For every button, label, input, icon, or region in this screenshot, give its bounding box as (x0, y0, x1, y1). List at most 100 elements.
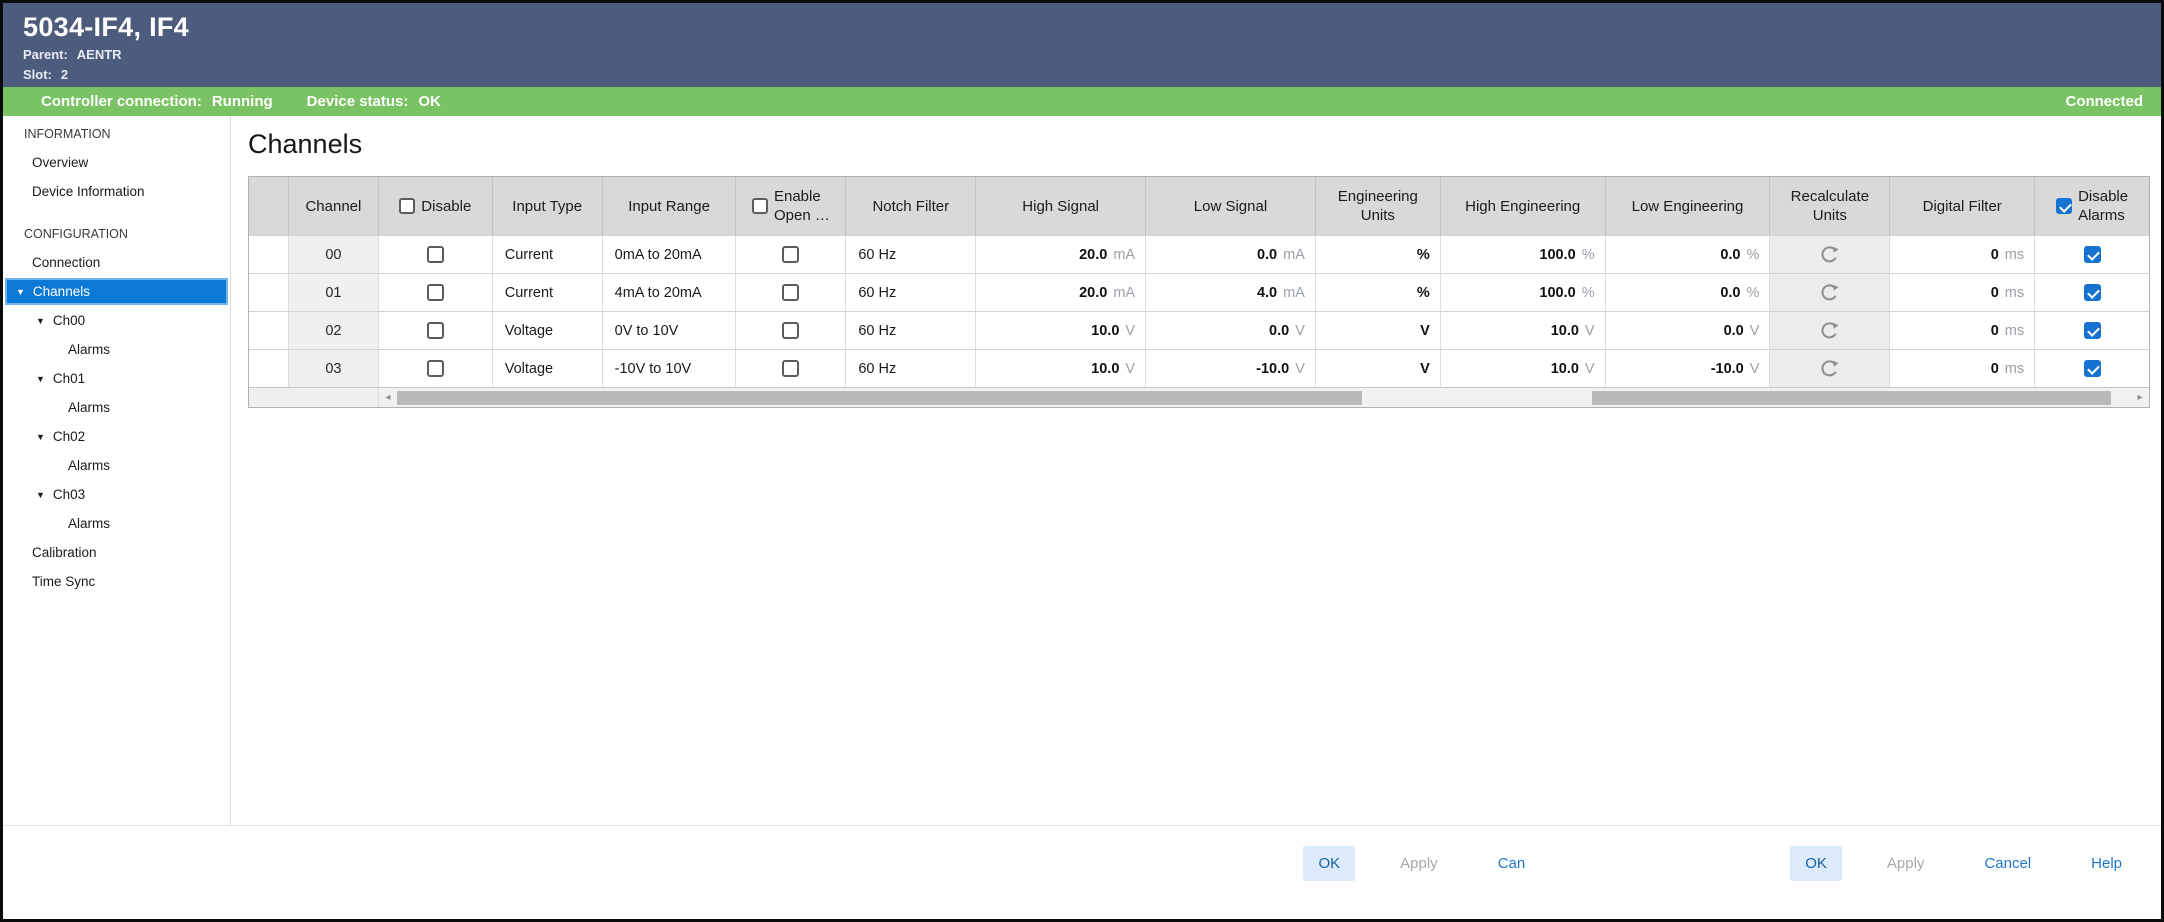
high-engineering-cell[interactable]: 100.0% (1441, 274, 1606, 311)
help-button[interactable]: Help (2076, 846, 2137, 881)
high-signal-cell[interactable]: 10.0 V (976, 350, 1147, 387)
enable-open-checkbox[interactable] (782, 246, 800, 263)
high-engineering-cell[interactable]: 10.0 V (1441, 350, 1606, 387)
sidebar-item-channels[interactable]: ▼ Channels (5, 278, 228, 305)
sidebar-item-ch00[interactable]: ▼ Ch00 (36, 313, 86, 328)
sidebar-item-calibration[interactable]: Calibration (32, 545, 97, 560)
low-signal-cell[interactable]: 0.0 V (1146, 312, 1316, 349)
enable-open-all-checkbox[interactable] (751, 198, 768, 214)
chevron-down-icon[interactable]: ▼ (16, 286, 25, 297)
disable-checkbox[interactable] (426, 246, 444, 263)
sidebar-item-ch01[interactable]: ▼ Ch01 (36, 371, 86, 386)
recalculate-units-button[interactable] (1770, 350, 1891, 387)
high-signal-cell[interactable]: 20.0 mA (976, 236, 1147, 273)
low-engineering-cell[interactable]: 0.0 V (1606, 312, 1771, 349)
enable-open-checkbox[interactable] (782, 322, 800, 339)
sidebar-item-ch00-alarms[interactable]: Alarms (68, 342, 111, 357)
parent-label: Parent: (23, 47, 68, 62)
row-selector[interactable] (249, 350, 289, 387)
high-engineering-cell[interactable]: 100.0% (1441, 236, 1606, 273)
disable-checkbox[interactable] (426, 322, 444, 339)
sidebar-item-ch02[interactable]: ▼ Ch02 (36, 429, 86, 444)
digital-filter-cell[interactable]: 0 ms (1890, 274, 2036, 311)
engineering-units-cell[interactable]: V (1316, 312, 1441, 349)
disable-checkbox[interactable] (426, 360, 444, 377)
disable-alarms-checkbox[interactable] (2083, 360, 2101, 377)
row-selector[interactable] (249, 236, 289, 273)
low-engineering-cell[interactable]: 0.0% (1606, 274, 1771, 311)
input-range-cell[interactable]: -10V to 10V (603, 350, 737, 387)
sidebar-item-ch03-alarms[interactable]: Alarms (68, 516, 111, 531)
disable-checkbox-cell (379, 312, 493, 349)
high-engineering-cell[interactable]: 10.0 V (1441, 312, 1606, 349)
row-selector[interactable] (249, 312, 289, 349)
device-status-label: Device status: (306, 93, 409, 110)
disable-all-checkbox[interactable] (399, 198, 416, 214)
scrollbar-thumb[interactable] (1591, 390, 2112, 405)
high-signal-cell[interactable]: 20.0 mA (976, 274, 1147, 311)
sidebar-item-ch03[interactable]: ▼ Ch03 (36, 487, 86, 502)
recalculate-units-button[interactable] (1770, 312, 1891, 349)
sidebar-item-connection[interactable]: Connection (32, 255, 101, 270)
chevron-down-icon[interactable]: ▼ (36, 373, 45, 384)
sidebar-item-overview[interactable]: Overview (32, 155, 89, 170)
parent-row: Parent: AENTR (23, 47, 2141, 62)
enable-open-checkbox[interactable] (782, 360, 800, 377)
scroll-right-icon[interactable]: ▸ (2137, 392, 2143, 403)
input-range-cell[interactable]: 0mA to 20mA (603, 236, 737, 273)
engineering-units-cell[interactable]: V (1316, 350, 1441, 387)
low-signal-cell[interactable]: -10.0 V (1146, 350, 1316, 387)
input-type-cell[interactable]: Voltage (493, 312, 603, 349)
disable-alarms-checkbox[interactable] (2083, 322, 2101, 339)
channel-cell: 02 (288, 312, 379, 349)
disable-alarms-checkbox[interactable] (2083, 246, 2101, 263)
low-engineering-cell[interactable]: -10.0 V (1606, 350, 1771, 387)
engineering-units-cell[interactable]: % (1316, 274, 1441, 311)
input-range-cell[interactable]: 0V to 10V (603, 312, 737, 349)
engineering-units-cell[interactable]: % (1316, 236, 1441, 273)
disable-alarms-all-checkbox[interactable] (2056, 198, 2073, 214)
low-signal-cell[interactable]: 4.0 mA (1146, 274, 1316, 311)
high-signal-cell[interactable]: 10.0 V (976, 312, 1147, 349)
apply-button[interactable]: Apply (1872, 846, 1940, 881)
enable-open-checkbox[interactable] (782, 284, 800, 301)
ok-button[interactable]: OK (1303, 846, 1356, 881)
row-selector[interactable] (249, 274, 289, 311)
digital-filter-cell[interactable]: 0 ms (1890, 236, 2036, 273)
low-signal-cell[interactable]: 0.0 mA (1146, 236, 1316, 273)
notch-filter-cell[interactable]: 60 Hz (846, 236, 977, 273)
ok-button[interactable]: OK (1790, 846, 1842, 881)
recalculate-units-column-header: Recalculate Units (1770, 177, 1891, 235)
sidebar-item-device-information[interactable]: Device Information (32, 184, 145, 199)
scrollbar-thumb[interactable] (396, 390, 1362, 405)
enable-open-checkbox-cell (736, 350, 847, 387)
input-type-cell[interactable]: Current (493, 236, 603, 273)
recalculate-units-button[interactable] (1770, 236, 1891, 273)
chevron-down-icon[interactable]: ▼ (36, 315, 45, 326)
digital-filter-cell[interactable]: 0 ms (1890, 350, 2036, 387)
apply-button[interactable]: Apply (1385, 846, 1453, 881)
sidebar-item-ch01-alarms[interactable]: Alarms (68, 400, 111, 415)
input-type-cell[interactable]: Current (493, 274, 603, 311)
status-left: Controller connection: Running Device stat… (41, 93, 451, 110)
cancel-button[interactable]: Can (1483, 846, 1541, 881)
low-engineering-cell[interactable]: 0.0% (1606, 236, 1771, 273)
scroll-left-icon[interactable]: ◂ (385, 392, 391, 403)
notch-filter-cell[interactable]: 60 Hz (846, 350, 977, 387)
sidebar-item-time-sync[interactable]: Time Sync (32, 574, 96, 589)
slot-value: 2 (60, 67, 69, 82)
input-type-cell[interactable]: Voltage (493, 350, 603, 387)
notch-filter-cell[interactable]: 60 Hz (846, 312, 977, 349)
disable-checkbox[interactable] (426, 284, 444, 301)
sidebar-item-ch02-alarms[interactable]: Alarms (68, 458, 111, 473)
chevron-down-icon[interactable]: ▼ (36, 489, 45, 500)
horizontal-scrollbar[interactable]: ◂ ▸ (249, 387, 2149, 407)
disable-alarms-checkbox[interactable] (2083, 284, 2101, 301)
digital-filter-cell[interactable]: 0 ms (1890, 312, 2036, 349)
cancel-button[interactable]: Cancel (1969, 846, 2046, 881)
input-range-cell[interactable]: 4mA to 20mA (603, 274, 737, 311)
notch-filter-cell[interactable]: 60 Hz (846, 274, 977, 311)
recalculate-units-button[interactable] (1770, 274, 1891, 311)
channel-column-header: Channel (289, 177, 379, 235)
chevron-down-icon[interactable]: ▼ (36, 431, 45, 442)
